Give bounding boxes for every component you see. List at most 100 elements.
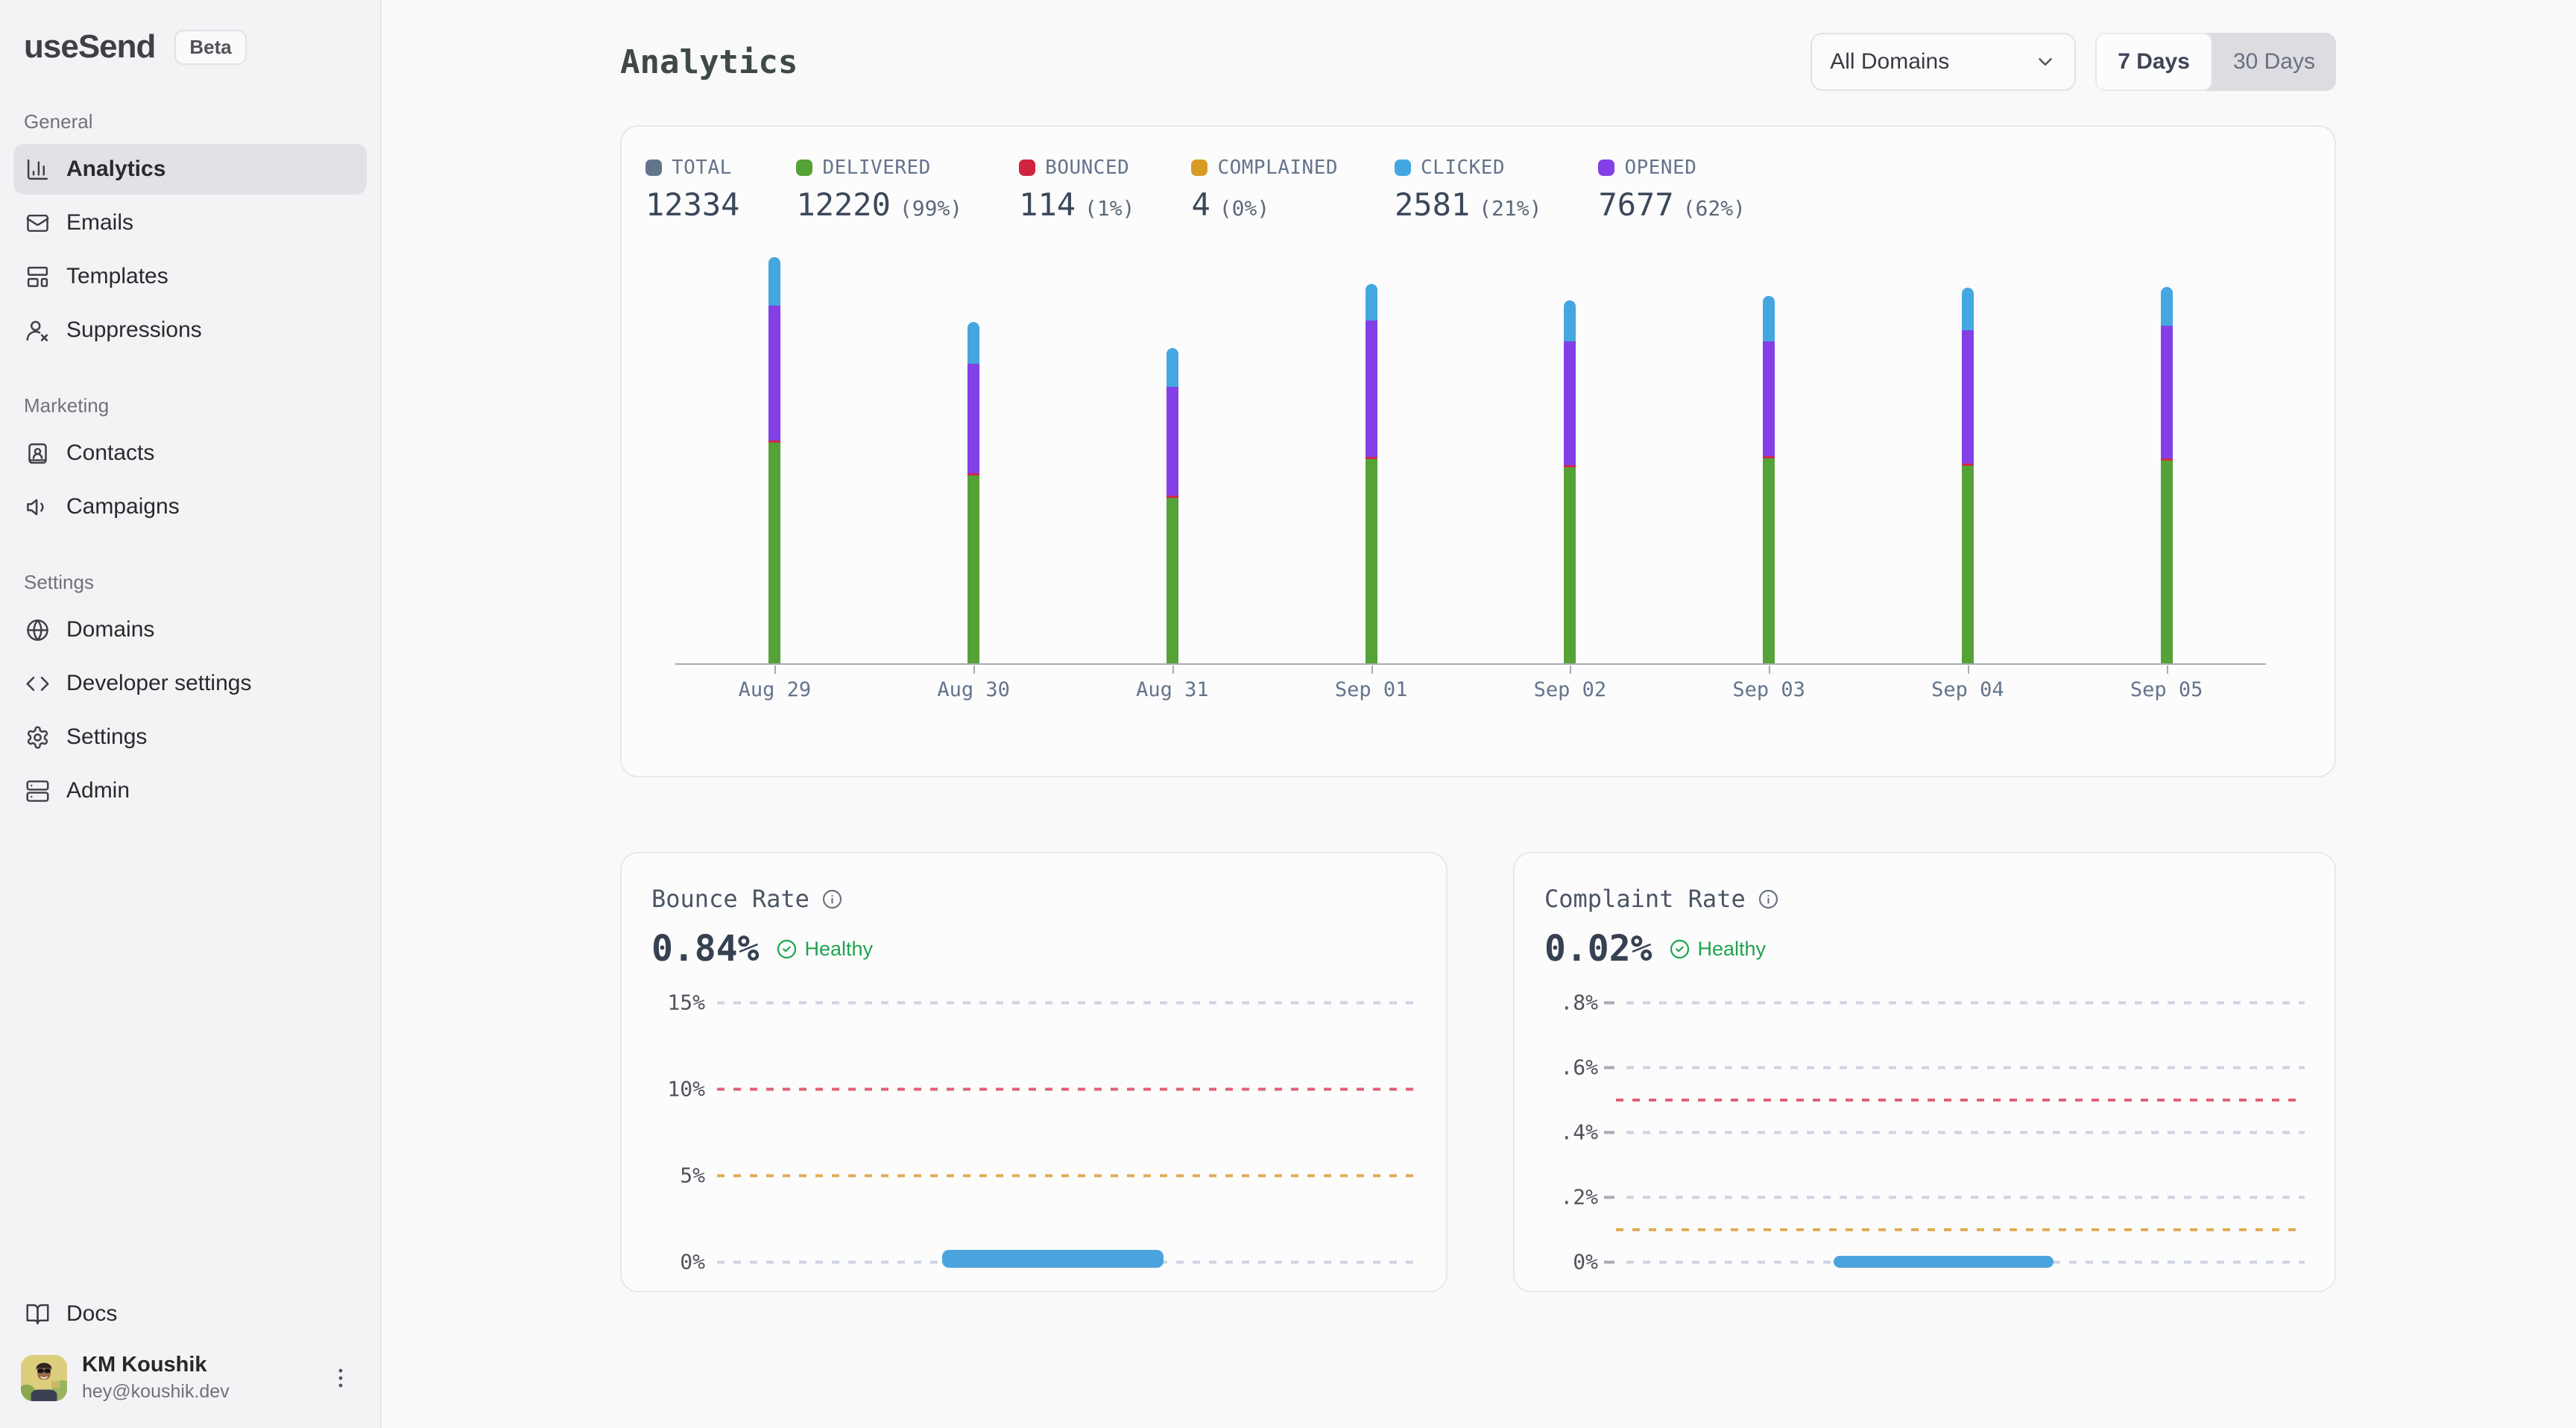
sidebar-item-label: Developer settings [66, 671, 252, 695]
user-name: KM Koushik [82, 1353, 207, 1377]
sidebar-item-docs[interactable]: Docs [13, 1289, 367, 1339]
sidebar-item-label: Contacts [66, 440, 155, 465]
stat-value: 4 [1191, 186, 1210, 223]
bar-segment-delivered [967, 475, 980, 663]
bounce-status-badge: Healthy [776, 938, 873, 961]
section-label-settings: Settings [24, 571, 94, 593]
stat-label-row: OPENED [1598, 157, 1745, 179]
sidebar-item-label: Analytics [66, 157, 166, 181]
stacked-bar [1365, 284, 1377, 663]
range-7-days-button[interactable]: 7 Days [2095, 33, 2212, 91]
rate-value-bar [941, 1250, 1164, 1268]
sidebar-item-domains[interactable]: Domains [13, 604, 367, 655]
threshold-line [1616, 1228, 2305, 1231]
domain-filter-select[interactable]: All Domains [1811, 33, 2077, 91]
x-axis-label: Aug 31 [1136, 678, 1209, 701]
bar-segment-clicked [1961, 288, 1974, 331]
stat-percentage: (1%) [1085, 196, 1135, 221]
user-profile[interactable]: KM Koushik hey@koushik.dev [13, 1342, 367, 1407]
bounce-rate-value: 0.84% [651, 928, 760, 970]
stacked-bar [2160, 287, 2173, 663]
info-icon[interactable] [1758, 888, 1779, 910]
gridline [1626, 1001, 2305, 1004]
stat-label: CLICKED [1421, 157, 1506, 179]
bar-segment-clicked [967, 322, 980, 364]
y-axis-label: 15% [667, 990, 705, 1015]
threshold-line [1616, 1098, 2305, 1102]
sidebar-item-developer-settings[interactable]: Developer settings [13, 658, 367, 709]
stat-percentage: (21%) [1479, 196, 1542, 221]
range-30-days-button[interactable]: 30 Days [2232, 49, 2315, 74]
stat-dot [645, 159, 662, 176]
bar-slot-sep-04 [1869, 259, 2068, 674]
section-label-general: General [24, 110, 93, 133]
bar-segment-delivered [1166, 498, 1178, 663]
bar-segment-bounced [967, 473, 980, 476]
code-icon [25, 672, 50, 696]
sidebar-item-analytics[interactable]: Analytics [13, 144, 367, 195]
gridline-row-8: .8% [1544, 991, 2305, 1015]
stat-complained: COMPLAINED 4 (0%) [1191, 157, 1338, 223]
server-icon [25, 779, 50, 803]
y-axis-label: 10% [667, 1076, 705, 1102]
layout-template-icon [25, 265, 50, 289]
stacked-bar [1763, 296, 1775, 663]
sidebar-item-suppressions[interactable]: Suppressions [13, 305, 367, 356]
gridline [1626, 1066, 2305, 1069]
bar-slot-sep-02 [1471, 259, 1670, 674]
gridline [717, 1001, 1416, 1004]
sidebar-item-settings[interactable]: Settings [13, 712, 367, 762]
bar-slot-sep-05 [2067, 259, 2266, 674]
bar-segment-delivered [768, 442, 781, 663]
complaint-rate-title: Complaint Rate [1544, 885, 1746, 913]
bar-slot-sep-03 [1670, 259, 1869, 674]
stat-dot [1395, 159, 1412, 176]
gridline [717, 1087, 1416, 1090]
stat-value: 2581 [1395, 186, 1471, 223]
complaint-rate-chart: .8% .6% .4% .2% 0% [1544, 988, 2305, 1286]
x-axis-label: Aug 29 [738, 678, 812, 701]
stat-clicked: CLICKED 2581 (21%) [1395, 157, 1541, 223]
y-axis-tick [1604, 1066, 1614, 1069]
sidebar-item-label: Emails [66, 210, 134, 235]
bar-segment-delivered [1365, 458, 1377, 663]
chevron-down-icon [2039, 58, 2052, 66]
circle-check-icon [777, 939, 796, 958]
sidebar-item-label: Campaigns [66, 494, 180, 519]
globe-icon [25, 618, 50, 642]
contact-book-icon [25, 441, 50, 466]
y-axis-label: .8% [1560, 990, 1598, 1015]
info-icon[interactable] [821, 888, 843, 910]
bounce-rate-chart: 15% 10% 5% 0% [651, 988, 1416, 1286]
x-axis-label: Sep 03 [1732, 678, 1805, 701]
sidebar-spacer [13, 819, 367, 1289]
user-menu-kebab-icon[interactable] [322, 1359, 359, 1397]
bar-slot-aug-30 [874, 259, 1073, 674]
gridline-row-10: 10% [651, 1077, 1416, 1102]
bounce-rate-title: Bounce Rate [651, 885, 809, 913]
gridline-row-4: .4% [1544, 1120, 2305, 1145]
date-range-toggle: 7 Days 30 Days [2095, 33, 2336, 91]
bar-segment-opened [1564, 341, 1576, 465]
x-axis-label: Sep 04 [1931, 678, 2004, 701]
sidebar-item-contacts[interactable]: Contacts [13, 428, 367, 478]
stat-label: DELIVERED [822, 157, 931, 179]
y-axis-label: .6% [1560, 1055, 1598, 1080]
stat-bounced: BOUNCED 114 (1%) [1019, 157, 1134, 223]
sidebar-item-campaigns[interactable]: Campaigns [13, 481, 367, 532]
bar-segment-clicked [1564, 300, 1576, 342]
app-name: useSend [24, 28, 156, 65]
gridline [1626, 1131, 2305, 1134]
stacked-bar [1564, 300, 1576, 663]
sidebar-item-emails[interactable]: Emails [13, 198, 367, 248]
bar-segment-opened [967, 364, 980, 473]
app-logo: useSend Beta [13, 22, 367, 72]
gridline [1626, 1195, 2305, 1198]
sidebar-item-admin[interactable]: Admin [13, 765, 367, 816]
bar-segment-clicked [1763, 296, 1775, 341]
bar-segment-bounced [1961, 464, 1974, 467]
bar-segment-delivered [1564, 467, 1576, 663]
rate-value-bar [1833, 1256, 2054, 1268]
sidebar-item-label: Templates [66, 264, 168, 288]
sidebar-item-templates[interactable]: Templates [13, 251, 367, 302]
